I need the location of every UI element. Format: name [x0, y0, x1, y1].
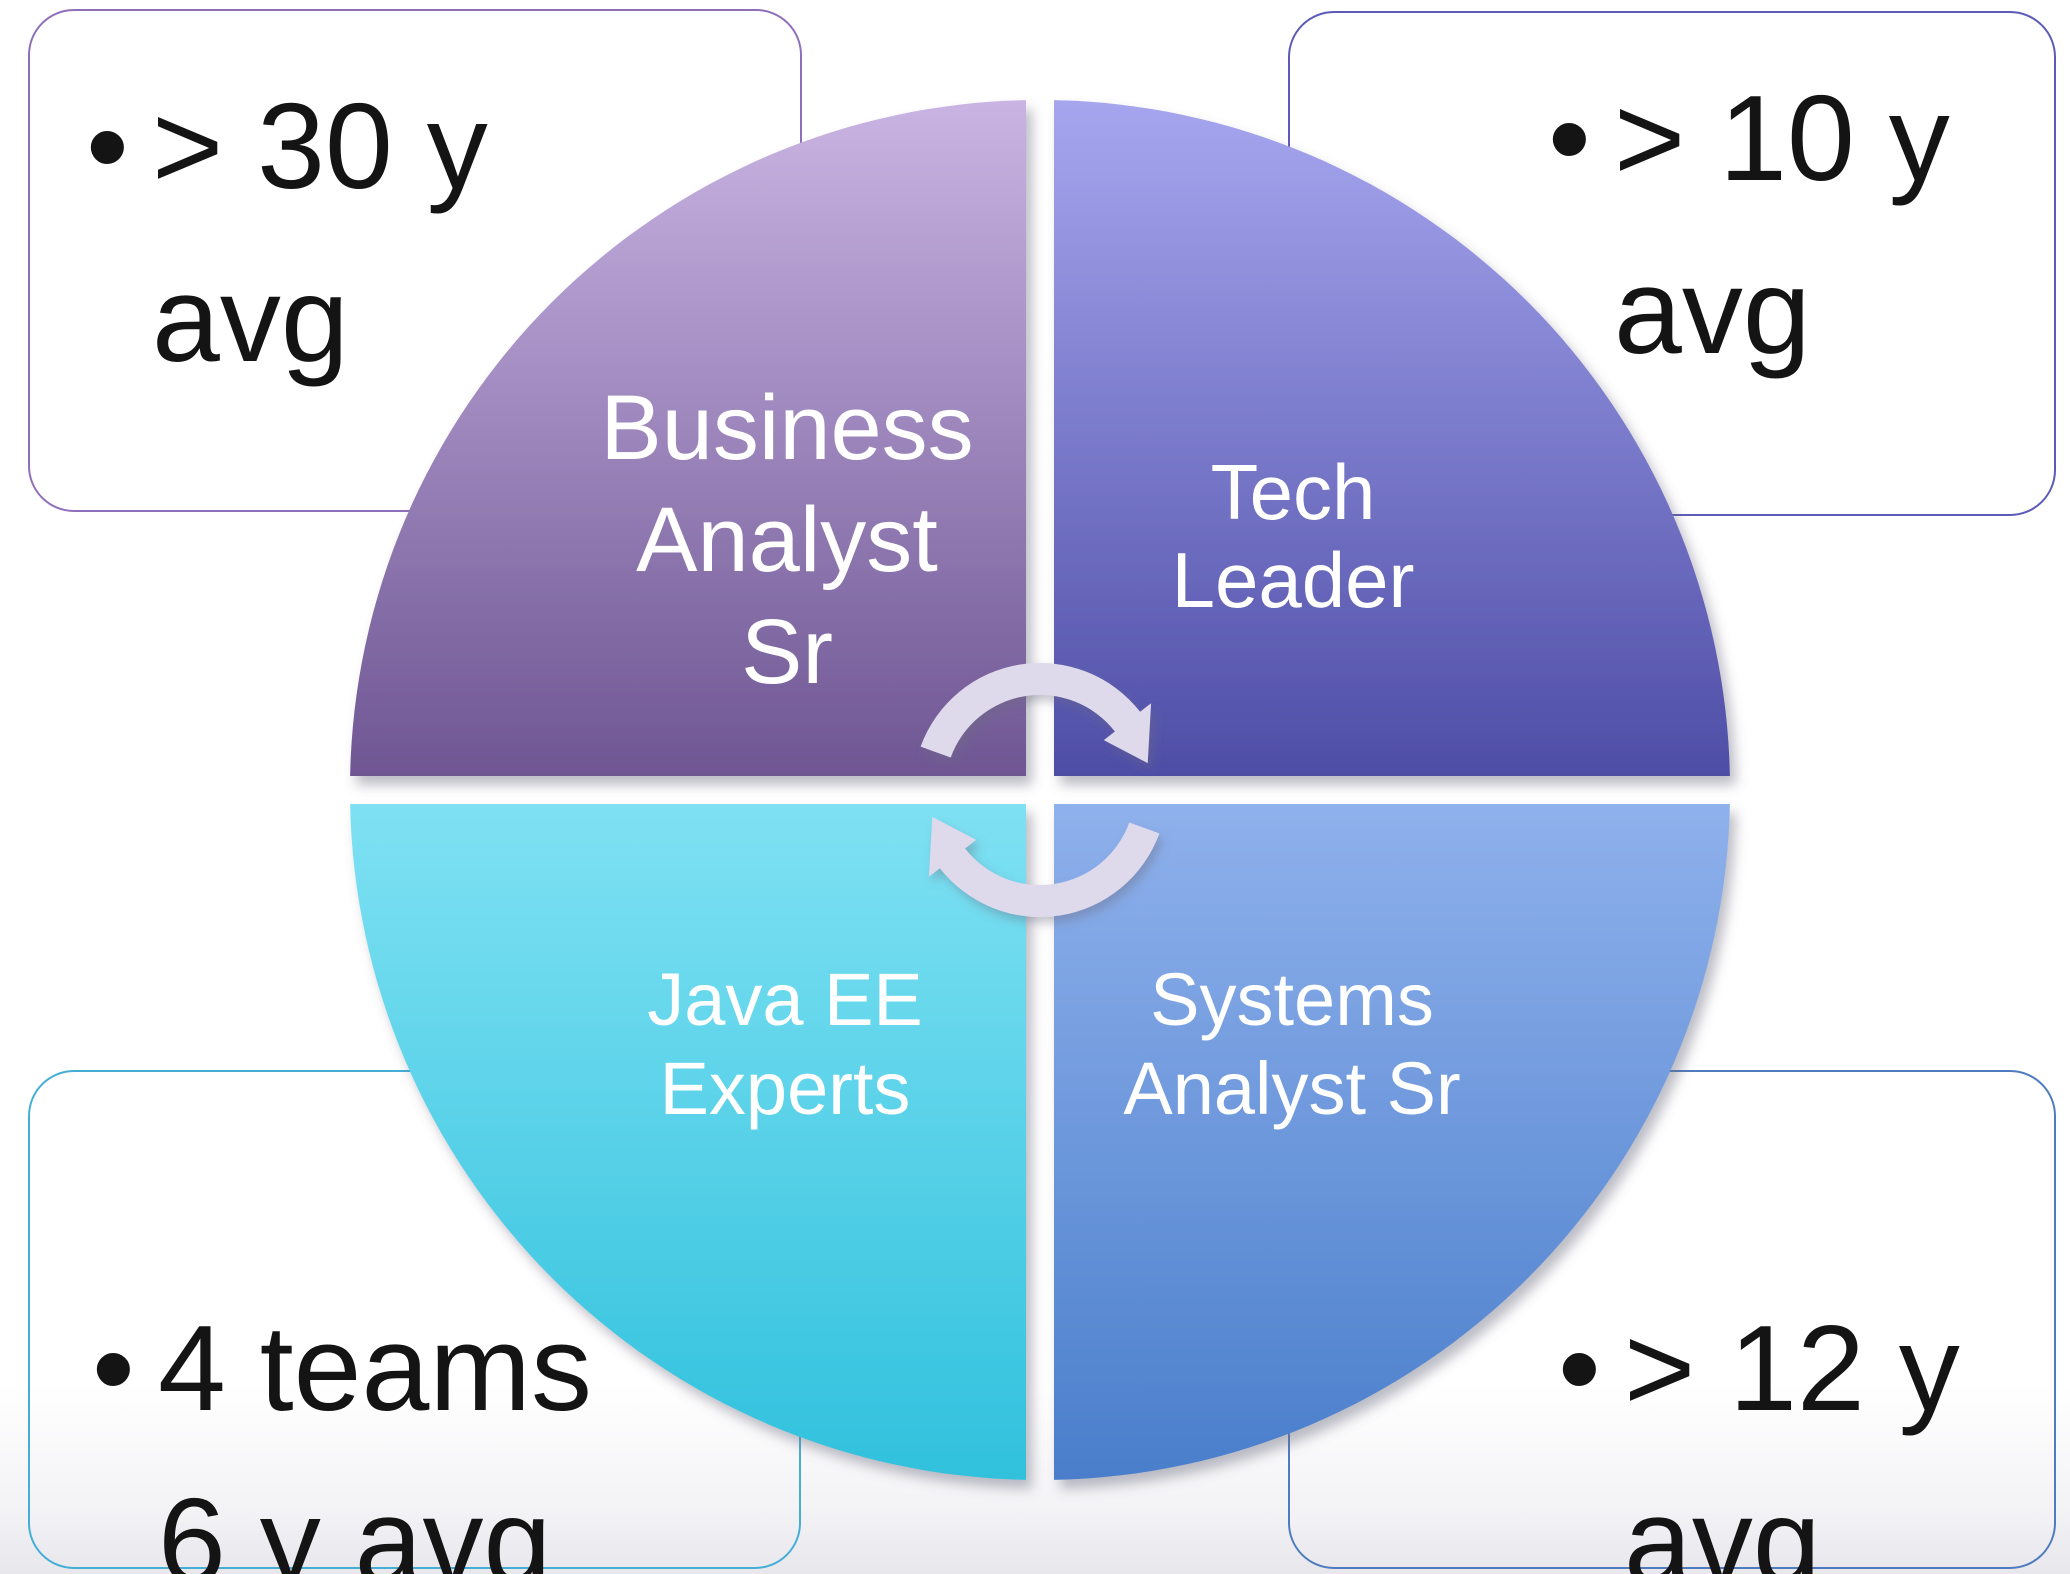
callout-line: 6 y avg [158, 1473, 552, 1574]
label-line: Sr [741, 601, 833, 704]
label-line: Analyst Sr [1123, 1046, 1461, 1130]
cycle-arrow-top-icon [920, 662, 1152, 764]
quadrant-label-java-ee-experts: Java EE Experts [647, 956, 923, 1134]
bullet-icon: • [86, 78, 129, 214]
label-line: Business [600, 377, 974, 479]
quadrant-label-tech-leader: Tech Leader [1172, 448, 1415, 624]
bullet-icon: • [1558, 1300, 1601, 1436]
bullet-icon: • [92, 1300, 135, 1436]
quadrant-java-ee-experts [350, 804, 1027, 1480]
label-line: Experts [659, 1046, 911, 1130]
callout-text-bottom-right: • > 12 y avg [1558, 1282, 1960, 1574]
callout-text-top-left: • > 30 y avg [86, 60, 488, 406]
label-line: Tech [1210, 448, 1376, 536]
callout-text-top-right: • > 10 y avg [1548, 52, 1950, 398]
quadrant-tech-leader [1054, 100, 1730, 777]
quadrant-label-systems-analyst-sr: Systems Analyst Sr [1123, 956, 1460, 1134]
callout-line: avg [1614, 243, 1811, 380]
quadrant-label-business-analyst-sr: Business Analyst Sr [600, 372, 973, 709]
callout-line: avg [152, 251, 349, 388]
bullet-icon: • [1548, 70, 1591, 206]
callout-text-bottom-left: • 4 teams 6 y avg [92, 1282, 592, 1574]
callout-line: > 12 y [1624, 1300, 1960, 1436]
callout-line: 4 teams [158, 1300, 592, 1436]
callout-line: avg [1624, 1473, 1821, 1574]
label-line: Systems [1150, 958, 1434, 1041]
quadrant-business-analyst-sr [350, 100, 1027, 777]
label-line: Leader [1171, 536, 1415, 625]
label-line: Java EE [647, 958, 923, 1041]
label-line: Analyst [636, 489, 938, 592]
quadrant-systems-analyst-sr [1054, 804, 1730, 1480]
callout-line: > 10 y [1614, 70, 1950, 206]
cycle-arrow-bottom-icon [928, 816, 1160, 918]
callout-line: > 30 y [152, 78, 488, 214]
